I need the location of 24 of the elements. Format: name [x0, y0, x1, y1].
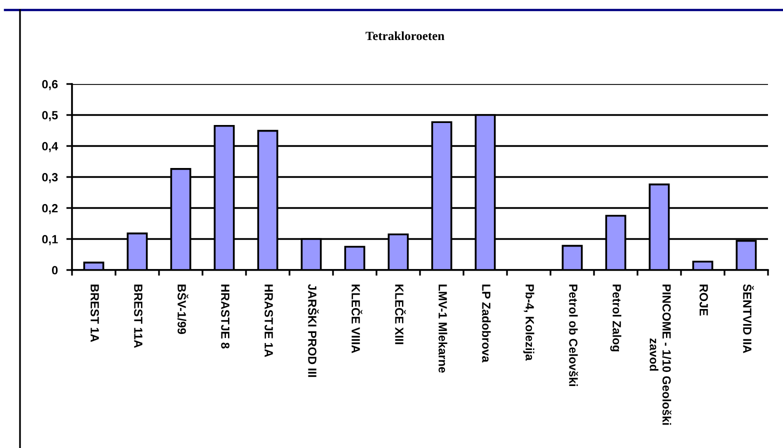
x-tick-label: PINCOME - 1/10 Geološki zavod [650, 284, 672, 425]
y-tick-label: 0,3 [42, 173, 58, 184]
x-tick-label: LMV-1 Mlekarne [438, 284, 448, 373]
x-tick-label: Petrol ob Celovški [569, 284, 578, 386]
x-tick-label: KLEČE VIIIA [352, 284, 362, 354]
x-tick-label: BŠV-1/99 [177, 284, 188, 334]
x-tick-label: HRASTJE 1A [264, 284, 273, 358]
y-tick-label: 0 [52, 266, 58, 274]
x-tick-label: BREST 11A [134, 284, 142, 348]
x-tick-label: JARŠKI PROD III [308, 284, 319, 377]
y-tick-label: 0,2 [42, 204, 58, 214]
x-tick-label: HRASTJE 8 [221, 284, 230, 348]
x-tick-label: BREST 1A [90, 284, 99, 342]
x-tick-label: Petrol Zalog [610, 284, 622, 352]
chart-title: Tetrakloroeten [366, 31, 444, 40]
y-tick-label: 0,4 [42, 142, 58, 152]
x-tick-label: LP Zadobrova [482, 284, 491, 362]
y-tick-label: 0,5 [42, 111, 58, 122]
x-tick-label: KLEČE XIII [395, 284, 406, 344]
x-tick-label: ROJE [700, 284, 708, 316]
y-tick-label: 0,1 [42, 235, 58, 246]
x-tick-label: ŠENTVID IIA [743, 284, 754, 354]
y-tick-label: 0,6 [42, 80, 58, 90]
x-tick-label: Pb-4, Kolezija [523, 284, 534, 361]
